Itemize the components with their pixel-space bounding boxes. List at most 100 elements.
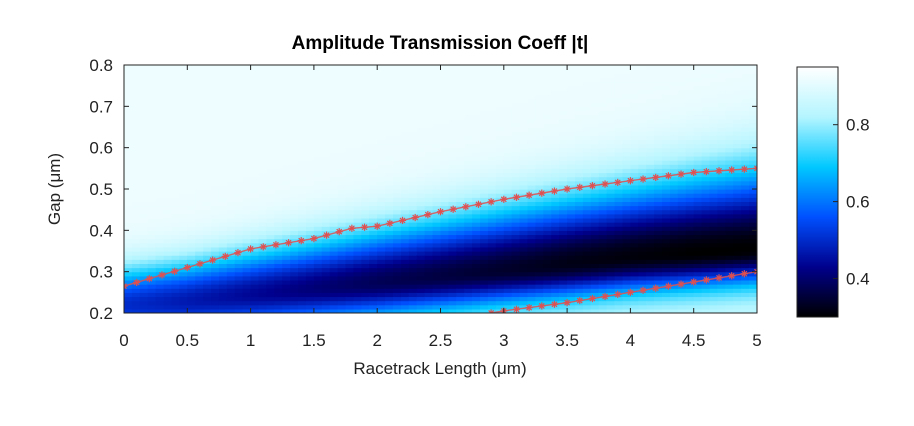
heatmap-cell <box>432 73 442 78</box>
heatmap-cell <box>416 73 426 78</box>
heatmap-cell <box>741 217 750 223</box>
heatmap-cell <box>203 226 212 231</box>
heatmap-cell <box>179 259 188 264</box>
heatmap-cell <box>242 176 252 182</box>
heatmap-cell <box>242 300 252 306</box>
heatmap-cell <box>551 242 560 248</box>
heatmap-cell <box>614 230 624 236</box>
heatmap-cell <box>179 201 188 207</box>
heatmap-cell <box>662 160 671 165</box>
heatmap-cell <box>654 217 663 223</box>
heatmap-cell <box>416 160 426 165</box>
heatmap-cell <box>535 172 544 178</box>
heatmap-cell <box>559 93 568 99</box>
heatmap-cell <box>124 69 133 74</box>
heatmap-cell <box>369 213 378 219</box>
heatmap-cell <box>480 151 489 157</box>
heatmap-cell <box>590 65 600 70</box>
heatmap-cell <box>171 217 180 223</box>
heatmap-cell <box>741 160 750 165</box>
heatmap-cell <box>163 127 173 132</box>
heatmap-cell <box>669 85 679 91</box>
heatmap-cell <box>662 230 671 236</box>
heatmap-cell <box>535 155 544 161</box>
heatmap-cell <box>124 180 133 186</box>
heatmap-cell <box>211 77 220 83</box>
heatmap-cell <box>345 73 355 78</box>
heatmap-cell <box>329 222 339 227</box>
heatmap-cell <box>495 267 505 273</box>
heatmap-cell <box>250 89 260 95</box>
heatmap-cell <box>290 230 299 236</box>
heatmap-cell <box>131 267 141 273</box>
heatmap-cell <box>464 164 473 169</box>
heatmap-cell <box>567 300 576 306</box>
heatmap-cell <box>669 193 679 198</box>
heatmap-cell <box>139 168 149 174</box>
heatmap-cell <box>717 205 726 211</box>
heatmap-cell <box>701 89 711 95</box>
heatmap-cell <box>654 263 663 269</box>
heatmap-cell <box>408 267 418 273</box>
heatmap-cell <box>163 85 173 91</box>
heatmap-cell <box>709 143 719 149</box>
heatmap-cell <box>163 238 173 244</box>
heatmap-cell <box>242 255 252 260</box>
heatmap-cell <box>590 205 600 211</box>
heatmap-cell <box>250 275 260 281</box>
heatmap-cell <box>282 135 291 140</box>
heatmap-cell <box>448 114 457 120</box>
heatmap-cell <box>282 172 291 178</box>
heatmap-cell <box>638 160 647 165</box>
heatmap-cell <box>345 263 355 269</box>
heatmap-cell <box>313 110 323 116</box>
heatmap-cell <box>377 288 386 293</box>
heatmap-cell <box>305 197 315 202</box>
heatmap-cell <box>282 114 291 120</box>
heatmap-cell <box>543 143 552 149</box>
heatmap-cell <box>582 213 592 219</box>
heatmap-cell <box>590 251 600 256</box>
heatmap-cell <box>503 65 513 70</box>
heatmap-cell <box>211 197 220 202</box>
heatmap-cell <box>638 201 647 207</box>
heatmap-cell <box>590 147 600 153</box>
heatmap-cell <box>345 201 355 207</box>
heatmap-cell <box>155 304 165 310</box>
heatmap-cell <box>290 114 299 120</box>
heatmap-cell <box>321 77 331 83</box>
heatmap-cell <box>321 189 331 194</box>
heatmap-cell <box>685 197 695 202</box>
heatmap-cell <box>503 255 513 260</box>
heatmap-cell <box>567 288 576 293</box>
heatmap-cell <box>155 155 165 161</box>
heatmap-cell <box>622 271 631 277</box>
heatmap-cell <box>432 300 442 306</box>
heatmap-cell <box>575 205 584 211</box>
heatmap-cell <box>677 284 687 289</box>
heatmap-cell <box>393 255 402 260</box>
heatmap-cell <box>218 213 228 219</box>
heatmap-cell <box>377 114 386 120</box>
heatmap-cell <box>424 217 434 223</box>
heatmap-cell <box>590 267 600 273</box>
heatmap-cell <box>725 193 734 198</box>
heatmap-cell <box>606 93 616 99</box>
heatmap-cell <box>662 65 671 70</box>
heatmap-cell <box>519 89 529 95</box>
heatmap-cell <box>250 118 260 124</box>
heatmap-cell <box>345 151 355 157</box>
heatmap-cell <box>139 230 149 236</box>
heatmap-cell <box>535 131 544 136</box>
heatmap-cell <box>503 114 513 120</box>
heatmap-cell <box>313 65 323 70</box>
heatmap-cell <box>717 102 726 107</box>
heatmap-cell <box>124 213 133 219</box>
heatmap-cell <box>464 189 473 194</box>
heatmap-cell <box>519 168 529 174</box>
heatmap-cell <box>282 127 291 132</box>
heatmap-cell <box>274 263 283 269</box>
heatmap-cell <box>298 222 307 227</box>
heatmap-cell <box>274 180 283 186</box>
heatmap-cell <box>179 308 188 313</box>
